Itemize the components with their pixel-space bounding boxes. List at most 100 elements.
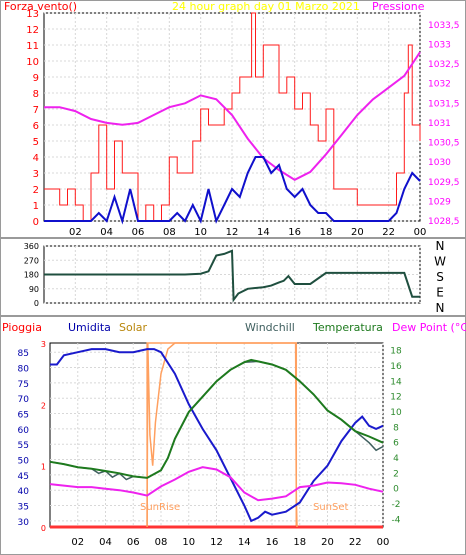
wind-x-tick-label: 10: [194, 227, 207, 238]
pressure-tick-label: 1032: [428, 80, 451, 90]
weather-x-tick-label: 00: [377, 537, 390, 548]
chart-title: 24 hour graph day 01 Marzo 2021: [172, 0, 360, 13]
weather-x-tick-label: 12: [210, 537, 223, 548]
wind-x-tick-label: 18: [320, 227, 333, 238]
legend-windchill: Windchill: [245, 321, 295, 334]
daylight-box: [146, 342, 298, 528]
wind-x-tick-label: 16: [288, 227, 301, 238]
wind-tick-label: 2: [33, 185, 39, 196]
pressure-tick-label: 1029: [428, 197, 451, 207]
humidity-tick-label: 35: [18, 503, 29, 513]
wind-tick-label: 11: [26, 41, 39, 52]
wind-tick-label: 10: [26, 57, 39, 68]
weather-x-tick-label: 22: [349, 537, 362, 548]
wind-tick-label: 3: [33, 169, 39, 180]
legend-humidity: Umidita: [68, 321, 111, 334]
wind-x-tick-label: 04: [100, 227, 113, 238]
weather-x-tick-label: 20: [321, 537, 334, 548]
rain-tick-label: 3: [41, 340, 46, 349]
legend-temperature: Temperatura: [312, 321, 383, 334]
wind-tick-label: 5: [33, 137, 39, 148]
temperature-tick-label: 18: [390, 347, 402, 357]
wind-x-tick-label: 22: [382, 227, 395, 238]
direction-tick-label: 360: [24, 242, 39, 251]
pressure-tick-label: 1028,5: [428, 217, 460, 227]
panel-top-frame: [0, 0, 466, 238]
wind-x-tick-label: 12: [226, 227, 239, 238]
wind-x-tick-label: 06: [132, 227, 145, 238]
pressure-tick-label: 1031,5: [428, 99, 460, 109]
humidity-tick-label: 65: [18, 411, 29, 421]
wind-axis-title: Forza vento(): [4, 0, 77, 13]
direction-tick-label: 180: [24, 271, 39, 280]
weather-x-tick-label: 04: [99, 537, 112, 548]
wind-tick-label: 1: [33, 201, 39, 212]
sunset-label: SunSet: [313, 502, 349, 513]
humidity-tick-label: 70: [18, 395, 30, 405]
compass-label: W: [434, 255, 446, 269]
wind-tick-label: 9: [33, 73, 39, 84]
weather-x-tick-label: 06: [127, 537, 140, 548]
wind-x-tick-label: 14: [257, 227, 270, 238]
pressure-tick-label: 1029,5: [428, 178, 460, 188]
temperature-tick-label: 8: [393, 423, 399, 433]
humidity-tick-label: 50: [18, 457, 30, 467]
humidity-tick-label: 85: [18, 349, 29, 359]
wind-tick-label: 0: [33, 217, 39, 228]
temperature-tick-label: 16: [390, 362, 402, 372]
compass-label: S: [436, 270, 444, 284]
pressure-tick-label: 1033,5: [428, 21, 460, 31]
wind-x-tick-label: 20: [351, 227, 364, 238]
temperature-tick-label: 0: [393, 485, 399, 495]
wind-tick-label: 8: [33, 89, 39, 100]
pressure-tick-label: 1030,5: [428, 139, 460, 149]
weather-grid: 3035404550556065707580850123-4-202468101…: [18, 340, 402, 548]
pressure-tick-label: 1031: [428, 119, 451, 129]
direction-series: [44, 249, 420, 303]
humidity-tick-label: 60: [18, 426, 30, 436]
series-layer: [44, 12, 421, 529]
direction-tick-label: 0: [34, 299, 39, 308]
humidity-tick-label: 75: [18, 380, 29, 390]
gust-series: [44, 12, 421, 222]
solar-series: [146, 342, 298, 528]
rain-tick-label: 1: [41, 463, 46, 472]
direction-tick-label: 270: [24, 256, 39, 265]
compass-label: E: [436, 286, 444, 300]
wind-x-tick-label: 02: [69, 227, 82, 238]
avg-wind-series: [44, 156, 421, 225]
dewpoint-series: [49, 466, 384, 502]
pressure-tick-label: 1033: [428, 40, 451, 50]
legend-solar: Solar: [119, 321, 148, 334]
compass-label: N: [436, 239, 445, 253]
temperature-tick-label: 12: [390, 393, 401, 403]
temperature-series: [49, 358, 384, 479]
weather-x-tick-label: 08: [155, 537, 168, 548]
temperature-tick-label: 14: [390, 377, 402, 387]
legend-dewpoint: Dew Point (°C): [392, 321, 466, 334]
weather-x-tick-label: 14: [238, 537, 251, 548]
weather-x-tick-label: 10: [182, 537, 195, 548]
temperature-tick-label: 6: [393, 439, 399, 449]
rain-tick-label: 2: [41, 401, 46, 410]
wind-tick-label: 13: [26, 9, 39, 20]
temperature-tick-label: 10: [390, 408, 402, 418]
wind-tick-label: 12: [26, 25, 39, 36]
humidity-tick-label: 80: [18, 365, 30, 375]
weather-x-tick-label: 16: [266, 537, 279, 548]
humidity-tick-label: 55: [18, 441, 29, 451]
wind-x-tick-label: 00: [414, 227, 427, 238]
compass-label: N: [436, 301, 445, 315]
pressure-axis-title: Pressione: [372, 0, 425, 13]
temperature-tick-label: 2: [393, 469, 399, 479]
temperature-tick-label: 4: [393, 454, 399, 464]
humidity-tick-label: 30: [18, 518, 30, 528]
pressure-series: [44, 51, 421, 181]
legend-rain: Pioggia: [2, 321, 42, 334]
direction-tick-label: 90: [29, 285, 39, 294]
weather-x-tick-label: 18: [293, 537, 306, 548]
sunrise-label: SunRise: [140, 502, 180, 513]
humidity-tick-label: 45: [18, 472, 29, 482]
